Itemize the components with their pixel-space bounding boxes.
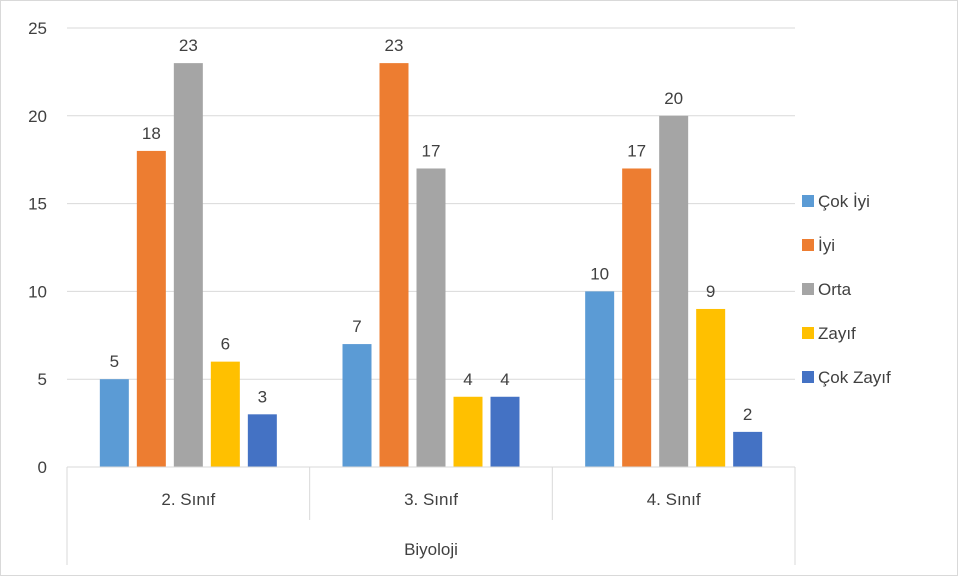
data-label: 7 <box>352 317 361 336</box>
x-group-label: Biyoloji <box>404 540 458 559</box>
bar-iyi-2-sinif <box>136 150 166 468</box>
legend-swatch-zayif <box>802 327 814 339</box>
y-tick-label: 20 <box>28 107 47 126</box>
x-category-label: 3. Sınıf <box>404 490 458 509</box>
x-category-label: 4. Sınıf <box>647 490 701 509</box>
bar-cok-iyi-3-sinif <box>342 344 372 467</box>
legend: Çok İyi İyi Orta Zayıf Çok Zayıf <box>802 192 891 387</box>
bars <box>99 63 763 468</box>
bar-cok-zayif-3-sinif <box>490 396 520 467</box>
legend-label: Çok Zayıf <box>818 368 891 387</box>
data-label: 9 <box>706 282 715 301</box>
legend-label: İyi <box>818 236 835 255</box>
legend-label: Zayıf <box>818 324 856 343</box>
data-label: 4 <box>500 370 509 389</box>
legend-swatch-cok-iyi <box>802 195 814 207</box>
data-label: 5 <box>110 352 119 371</box>
bar-orta-2-sinif <box>173 63 203 468</box>
y-tick-label: 10 <box>28 282 47 301</box>
bar-iyi-3-sinif <box>379 63 409 468</box>
data-label: 23 <box>179 36 198 55</box>
data-label: 10 <box>590 264 609 283</box>
bar-cok-iyi-2-sinif <box>99 379 129 467</box>
bar-orta-3-sinif <box>416 168 446 468</box>
bar-zayif-2-sinif <box>210 361 240 467</box>
legend-label: Orta <box>818 280 852 299</box>
x-category-label: 2. Sınıf <box>161 490 215 509</box>
x-axis: 2. Sınıf 3. Sınıf 4. Sınıf Biyoloji <box>66 466 796 565</box>
legend-label: Çok İyi <box>818 192 870 211</box>
data-label: 17 <box>627 141 646 160</box>
legend-swatch-orta <box>802 283 814 295</box>
y-axis-ticks: 0 5 10 15 20 25 <box>28 19 47 477</box>
bar-iyi-4-sinif <box>622 168 652 468</box>
bar-cok-zayif-4-sinif <box>733 431 763 467</box>
y-tick-label: 25 <box>28 19 47 38</box>
legend-swatch-iyi <box>802 239 814 251</box>
data-label: 23 <box>385 36 404 55</box>
data-label: 20 <box>664 89 683 108</box>
data-label: 17 <box>422 141 441 160</box>
data-labels: 5 18 23 6 3 7 23 17 4 4 10 17 20 9 2 <box>110 36 753 424</box>
bar-zayif-4-sinif <box>696 308 726 467</box>
y-tick-label: 0 <box>38 458 47 477</box>
data-label: 3 <box>258 387 267 406</box>
data-label: 2 <box>743 405 752 424</box>
bar-cok-zayif-2-sinif <box>247 414 277 467</box>
data-label: 18 <box>142 124 161 143</box>
bar-cok-iyi-4-sinif <box>585 291 615 467</box>
y-tick-label: 15 <box>28 195 47 214</box>
bar-orta-4-sinif <box>659 115 689 468</box>
data-label: 6 <box>221 335 230 354</box>
legend-swatch-cok-zayif <box>802 371 814 383</box>
data-label: 4 <box>463 370 472 389</box>
bar-zayif-3-sinif <box>453 396 483 467</box>
y-tick-label: 5 <box>38 370 47 389</box>
